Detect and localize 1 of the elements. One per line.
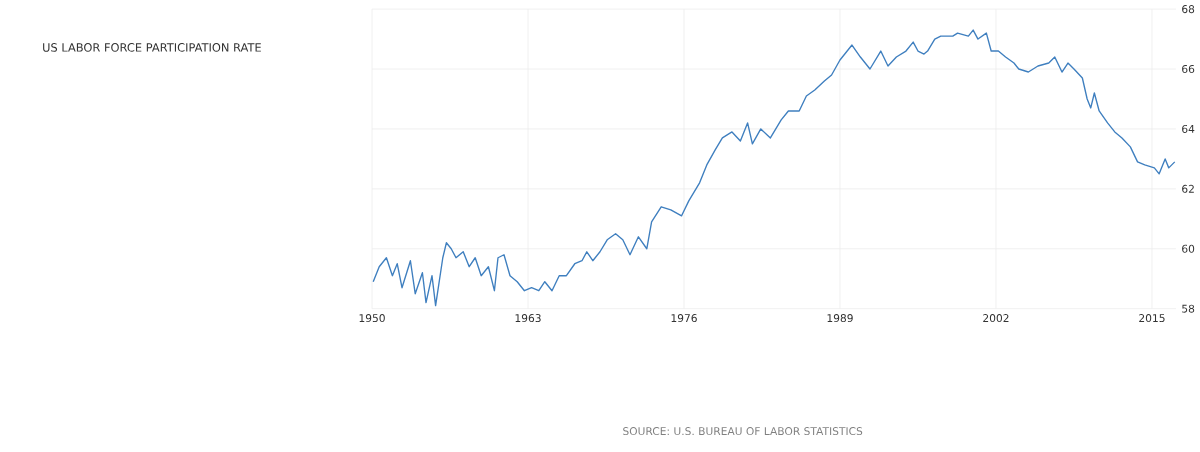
line-series <box>372 29 1176 307</box>
